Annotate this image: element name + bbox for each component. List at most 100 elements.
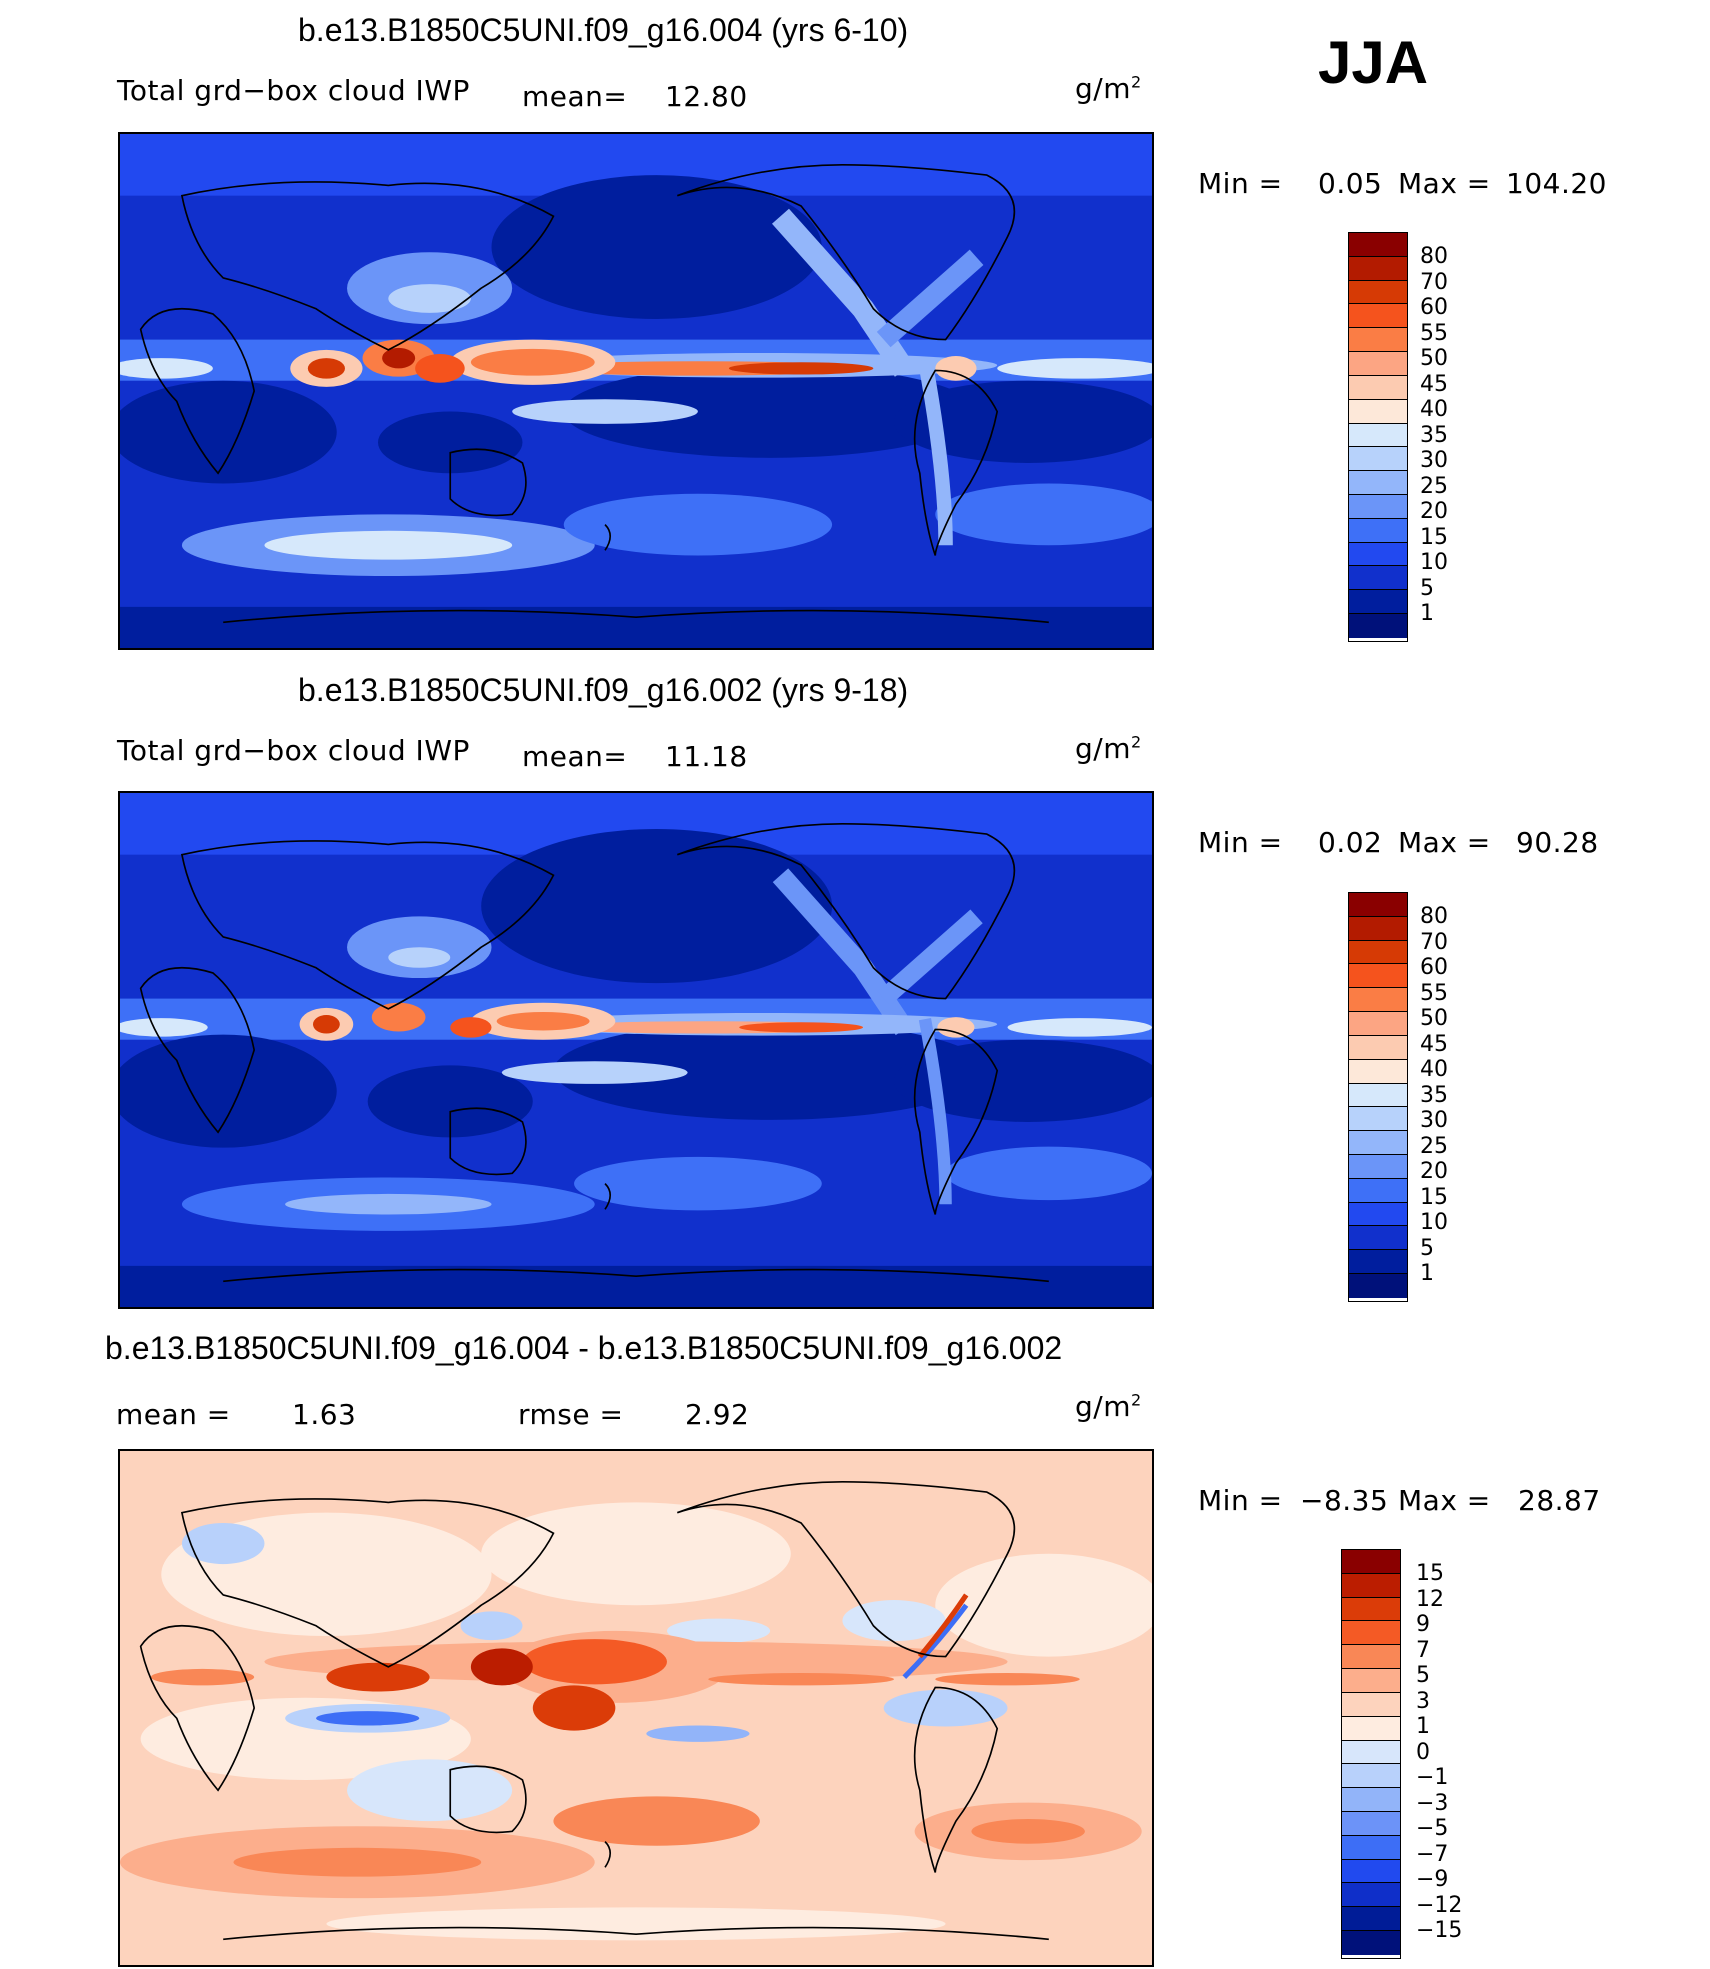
colorbar-swatch [1349,1012,1407,1036]
colorbar-level-label: −1 [1416,1765,1449,1790]
colorbar-swatch [1349,494,1407,519]
colorbar-swatch [1342,1692,1400,1717]
colorbar-level-label: 9 [1416,1612,1430,1637]
panel3-units: g/m2 [1075,1390,1142,1423]
panel2-mean-label: mean= [522,740,628,773]
colorbar-swatch [1342,1811,1400,1836]
colorbar-swatch [1349,423,1407,448]
colorbar-level-label: 0 [1416,1739,1430,1765]
colorbar-level-label: 55 [1420,320,1448,346]
colorbar-swatch [1349,280,1407,305]
colorbar-swatch [1349,328,1407,353]
colorbar-level-label: 5 [1416,1663,1430,1688]
colorbar-level-label: 5 [1420,1235,1434,1261]
panel2-max-value: 90.28 [1516,826,1599,859]
colorbar-level-label: 15 [1420,524,1448,550]
panel1-colorbar [1348,232,1408,642]
panel1-mean-label: mean= [522,80,628,113]
panel1-max-value: 104.20 [1506,167,1607,200]
colorbar-swatch [1349,1202,1407,1227]
colorbar-level-label: 1 [1420,601,1434,626]
colorbar-swatch [1349,518,1407,543]
colorbar-level-label: 80 [1420,904,1448,929]
panel1-mean-value: 12.80 [665,80,748,113]
colorbar-swatch [1349,1059,1407,1084]
colorbar-level-label: 60 [1420,295,1448,320]
panel1-title: b.e13.B1850C5UNI.f09_g16.004 (yrs 6-10) [298,12,909,48]
colorbar-swatch [1349,1226,1407,1251]
panel3-mean-label: mean = [116,1398,231,1431]
panel3-colorbar-labels: 15 12 9 7 5 3 1 0 −1 −3 −5 −7 −9 −12 −15 [1416,1561,1462,1944]
colorbar-level-label: 15 [1416,1561,1444,1586]
colorbar-level-label: 15 [1420,1184,1448,1210]
colorbar-swatch [1342,1645,1400,1670]
panel2-colorbar [1348,892,1408,1302]
panel2-map [118,791,1154,1309]
colorbar-swatch [1342,1573,1400,1598]
colorbar-swatch [1349,964,1407,989]
colorbar-swatch [1349,399,1407,424]
colorbar-swatch [1342,1740,1400,1765]
colorbar-swatch [1349,304,1407,329]
colorbar-level-label: 25 [1420,473,1448,499]
colorbar-swatch [1342,1550,1400,1574]
season-label: JJA [1318,29,1429,96]
colorbar-level-label: 55 [1420,980,1448,1006]
colorbar-level-label: 80 [1420,244,1448,269]
colorbar-level-label: −3 [1416,1790,1449,1816]
colorbar-level-label: 7 [1416,1637,1430,1663]
colorbar-swatch [1342,1716,1400,1741]
colorbar-swatch [1349,590,1407,614]
panel1-colorbar-labels: 80 70 60 55 50 45 40 35 30 25 20 15 10 5 1 [1420,244,1448,627]
colorbar-level-label: 35 [1420,1082,1448,1108]
colorbar-swatch [1349,1131,1407,1155]
colorbar-level-label: 45 [1420,1031,1448,1057]
colorbar-level-label: 30 [1420,1108,1448,1133]
panel1-min-label: Min = [1198,167,1283,200]
colorbar-level-label: 50 [1420,1006,1448,1031]
colorbar-swatch [1342,1597,1400,1622]
colorbar-swatch [1349,916,1407,941]
colorbar-level-label: 25 [1420,1133,1448,1159]
colorbar-swatch [1342,1669,1400,1693]
colorbar-swatch [1349,375,1407,400]
panel3-min-value: −8.35 [1300,1484,1389,1517]
panel1-map [118,132,1154,650]
panel2-mean-value: 11.18 [665,740,748,773]
panel1-min-value: 0.05 [1318,167,1383,200]
panel2-colorbar-labels: 80 70 60 55 50 45 40 35 30 25 20 15 10 5 1 [1420,904,1448,1287]
colorbar-swatch [1349,988,1407,1013]
colorbar-swatch [1349,940,1407,965]
colorbar-swatch [1349,1083,1407,1108]
colorbar-swatch [1342,1835,1400,1860]
colorbar-swatch [1349,447,1407,472]
colorbar-level-label: 45 [1420,371,1448,397]
panel3-mean-value: 1.63 [292,1398,357,1431]
colorbar-level-label: 3 [1416,1688,1430,1714]
panel3-min-label: Min = [1198,1484,1283,1517]
colorbar-level-label: 35 [1420,422,1448,448]
panel3-max-label: Max = [1398,1484,1491,1517]
panel2-title: b.e13.B1850C5UNI.f09_g16.002 (yrs 9-18) [298,672,909,708]
panel2-min-value: 0.02 [1318,826,1383,859]
panel2-min-label: Min = [1198,826,1283,859]
panel1-max-label: Max = [1398,167,1491,200]
panel2-variable: Total grd−box cloud IWP [117,734,470,767]
colorbar-swatch [1349,471,1407,495]
colorbar-swatch [1349,614,1407,638]
colorbar-level-label: −12 [1416,1892,1463,1918]
colorbar-swatch [1342,1788,1400,1812]
colorbar-level-label: 40 [1420,1057,1448,1082]
colorbar-level-label: 40 [1420,397,1448,422]
panel3-map [118,1449,1154,1967]
colorbar-level-label: 1 [1416,1714,1430,1739]
colorbar-level-label: 10 [1420,550,1448,575]
colorbar-level-label: 50 [1420,346,1448,371]
colorbar-swatch [1342,1859,1400,1884]
panel2-map-graphic [120,793,1152,1307]
colorbar-swatch [1349,1274,1407,1298]
colorbar-swatch [1349,1250,1407,1274]
colorbar-level-label: −9 [1416,1867,1449,1892]
panel3-rmse-label: rmse = [518,1398,624,1431]
colorbar-level-label: 60 [1420,955,1448,980]
